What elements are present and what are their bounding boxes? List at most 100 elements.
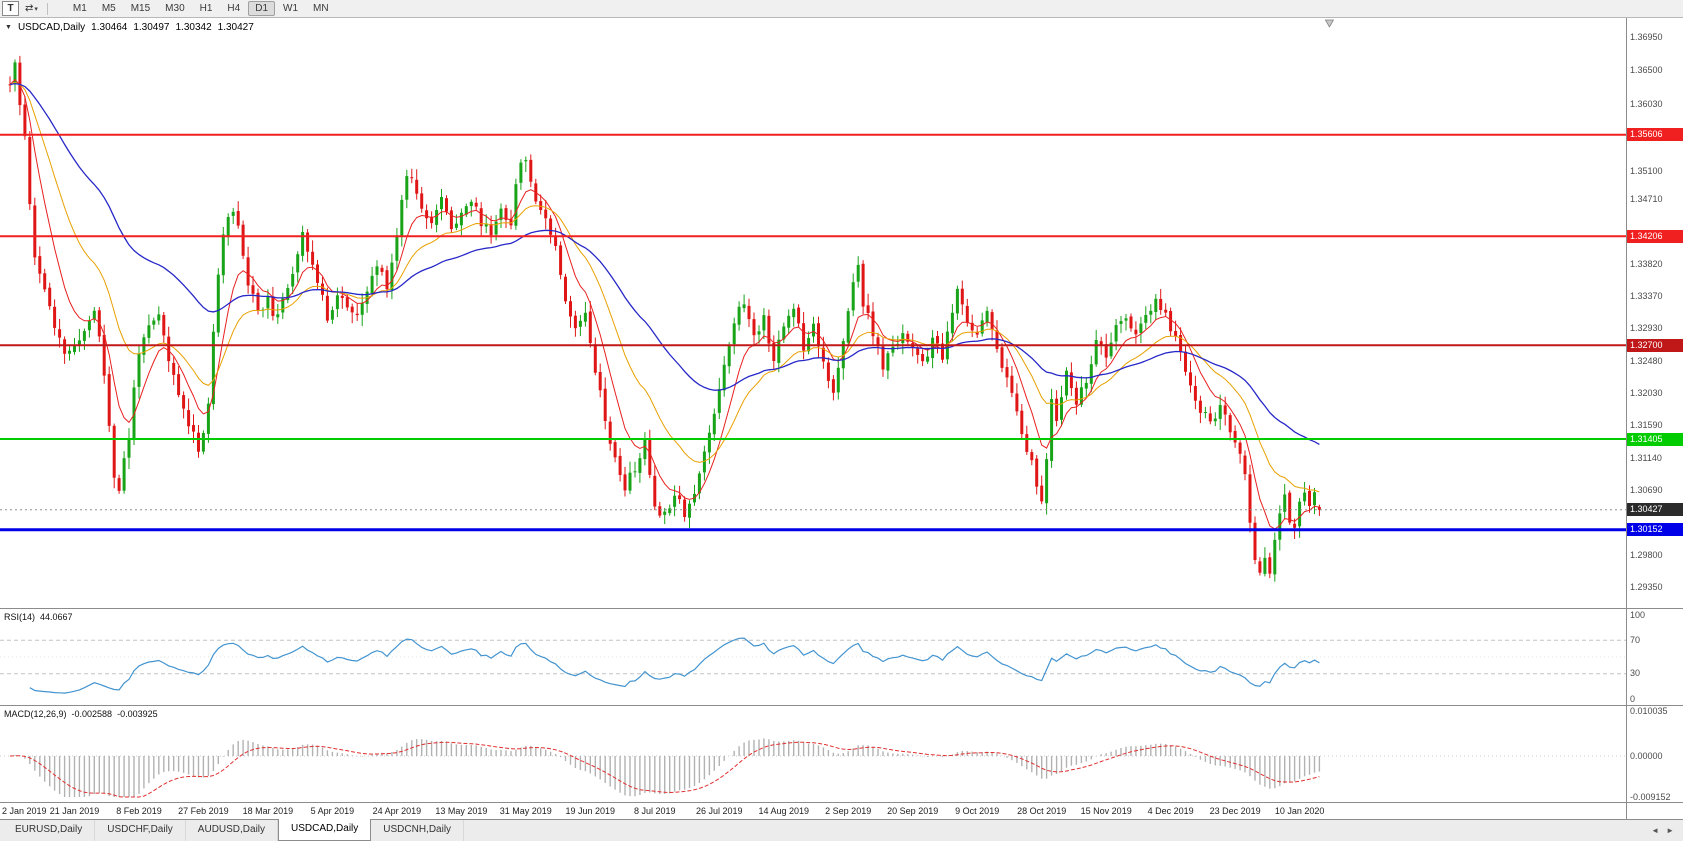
rsi-tick: 0	[1630, 693, 1636, 704]
timeframe-button-m5[interactable]: M5	[101, 3, 116, 14]
date-label: 13 May 2019	[435, 806, 488, 816]
ohlc-low: 1.30342	[175, 22, 212, 33]
collapse-chart-icon[interactable]: ▼	[5, 24, 12, 31]
tab-scroll-right-button[interactable]: ►	[1666, 826, 1674, 835]
chart-tabs: EURUSD,Daily USDCHF,Daily AUDUSD,Daily USDC…	[3, 819, 465, 841]
macd-pane[interactable]: MACD(12,26,9) -0.002588 -0.003925 0.0100…	[0, 705, 1683, 802]
chart-tab-usdchf[interactable]: USDCHF,Daily	[95, 820, 186, 841]
chart-tab-audusd[interactable]: AUDUSD,Daily	[186, 820, 279, 841]
date-label: 20 Sep 2019	[887, 806, 939, 816]
rsi-tick: 30	[1630, 668, 1641, 679]
price-tick: 1.32930	[1630, 323, 1663, 334]
chart-tab-eurusd[interactable]: EURUSD,Daily	[3, 820, 96, 841]
price-tick: 1.29350	[1630, 582, 1663, 593]
horizontal-lines-layer	[0, 133, 1626, 532]
date-label: 9 Oct 2019	[955, 806, 1000, 816]
date-label: 31 May 2019	[499, 806, 552, 816]
timeframe-button-w1[interactable]: W1	[283, 3, 299, 14]
date-label: 4 Dec 2019	[1147, 806, 1194, 816]
price-tick: 1.29800	[1630, 549, 1663, 560]
macd-name: MACD(12,26,9)	[4, 709, 67, 719]
timeframe-button-h4[interactable]: H4	[227, 3, 241, 14]
date-label: 18 Mar 2019	[242, 806, 294, 816]
rsi-plot[interactable]	[0, 609, 1626, 705]
rsi-label: RSI(14) 44.0667	[4, 612, 73, 622]
cycle-arrows-icon: ⇄	[25, 3, 34, 14]
price-tick: 1.30690	[1630, 485, 1663, 496]
chart-symbol-label: USDCAD,Daily	[17, 22, 86, 33]
hline-price-tag: 1.34206	[1627, 229, 1683, 243]
date-label: 8 Jul 2019	[634, 806, 676, 816]
price-tick: 1.32480	[1630, 355, 1663, 366]
price-tick: 1.31590	[1630, 420, 1663, 431]
rsi-pane[interactable]: RSI(14) 44.0667 100 70 30 0	[0, 608, 1683, 705]
caret-down-icon: ▾	[34, 5, 38, 13]
tab-scroll-arrows: ◄ ►	[1642, 820, 1683, 841]
rsi-axis[interactable]: 100 70 30 0	[1626, 609, 1683, 705]
timeframe-button-mn[interactable]: MN	[313, 3, 329, 14]
rsi-value: 44.0667	[40, 612, 73, 622]
date-label: 14 Aug 2019	[758, 806, 810, 816]
text-tool-icon: T	[7, 3, 14, 14]
date-label: 15 Nov 2019	[1080, 806, 1132, 816]
macd-signal-value: -0.003925	[117, 709, 158, 719]
date-label: 8 Feb 2019	[116, 806, 162, 816]
price-tick: 1.33820	[1630, 258, 1663, 269]
date-label: 21 Jan 2019	[49, 806, 100, 816]
macd-value: -0.002588	[71, 709, 113, 719]
hline-price-tag: 1.31405	[1627, 432, 1683, 446]
price-tick: 1.36030	[1630, 98, 1663, 109]
price-tick: 1.35100	[1630, 166, 1663, 176]
ohlc-open: 1.30464	[91, 22, 128, 33]
macd-tick: -0.009152	[1630, 791, 1671, 802]
timeframe-button-h1[interactable]: H1	[199, 3, 213, 14]
chart-tab-usdcad[interactable]: USDCAD,Daily	[278, 819, 372, 841]
date-label: 5 Apr 2019	[310, 806, 355, 816]
rsi-tick: 100	[1630, 609, 1646, 620]
chart-shift-marker[interactable]	[1324, 19, 1335, 28]
price-tick: 1.34710	[1630, 194, 1663, 205]
timeframe-button-m15[interactable]: M15	[130, 3, 151, 14]
toolbar-separator	[46, 2, 48, 15]
date-label: 10 Jan 2020	[1274, 806, 1325, 816]
timeframe-button-d1[interactable]: D1	[248, 1, 276, 16]
chart-tab-usdcnh[interactable]: USDCNH,Daily	[371, 820, 465, 841]
macd-label: MACD(12,26,9) -0.002588 -0.003925	[4, 709, 158, 719]
hline-price-tag: 1.32700	[1627, 338, 1683, 352]
ohlc-close: 1.30427	[217, 22, 254, 33]
tab-scroll-left-button[interactable]: ◄	[1651, 826, 1660, 835]
date-label: 26 Jul 2019	[696, 806, 743, 816]
macd-axis[interactable]: 0.010035 0.00000 -0.009152	[1626, 706, 1683, 802]
date-label: 2 Sep 2019	[825, 806, 872, 816]
price-tick: 1.36500	[1630, 64, 1663, 75]
price-tick: 1.31140	[1630, 452, 1662, 463]
current-price-tag: 1.30427	[1627, 503, 1683, 517]
macd-tick: 0.010035	[1630, 706, 1668, 716]
date-axis[interactable]: 2 Jan 2019 21 Jan 2019 8 Feb 2019 27 Feb 20…	[0, 802, 1683, 819]
chart-tab-bar: EURUSD,Daily USDCHF,Daily AUDUSD,Daily USDC…	[0, 819, 1683, 841]
price-axis[interactable]: 1.36950 1.36500 1.36030 1.35100 1.34710 1.338…	[1626, 18, 1683, 608]
candlestick-chart[interactable]	[0, 18, 1626, 608]
ohlc-high: 1.30497	[133, 22, 170, 33]
rsi-line	[29, 637, 1320, 694]
price-tick: 1.32030	[1630, 388, 1663, 399]
macd-histogram	[14, 738, 1321, 797]
rsi-name: RSI(14)	[4, 612, 36, 622]
price-chart-pane[interactable]: ▼ USDCAD,Daily 1.30464 1.30497 1.30342 1…	[0, 18, 1683, 608]
timeframe-button-m30[interactable]: M30	[165, 3, 185, 14]
date-label: 23 Dec 2019	[1209, 806, 1261, 816]
macd-tick: 0.00000	[1630, 750, 1663, 761]
date-label: 19 Jun 2019	[565, 806, 616, 816]
macd-plot[interactable]	[0, 706, 1626, 802]
hline-price-tag: 1.35606	[1627, 128, 1683, 142]
pointer-tool-button[interactable]: T	[2, 1, 19, 16]
timeframe-button-m1[interactable]: M1	[72, 3, 87, 14]
macd-signal-line	[9, 741, 1320, 798]
toolbar: T ⇄ ▾ M1 M5 M15 M30 H1 H4 D1 W1 MN	[0, 0, 1683, 18]
date-label: 27 Feb 2019	[178, 806, 229, 816]
cycle-symbols-button[interactable]: ⇄ ▾	[22, 1, 41, 16]
hline-price-tag: 1.30152	[1627, 523, 1683, 537]
date-label: 24 Apr 2019	[372, 806, 422, 816]
rsi-tick: 70	[1630, 634, 1641, 645]
